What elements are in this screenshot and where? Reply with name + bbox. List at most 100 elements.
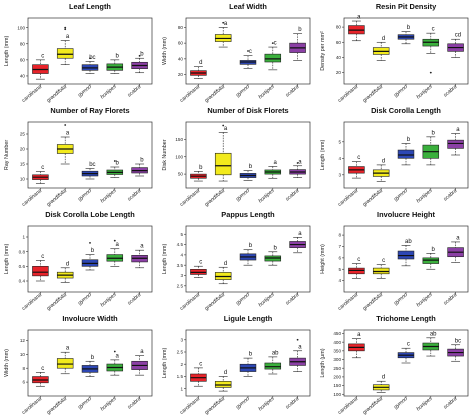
significance-letter: a — [116, 353, 120, 359]
y-tick-label: 60 — [178, 41, 184, 46]
y-axis-label: Length (mm) — [4, 244, 10, 275]
significance-letter: d — [224, 370, 227, 376]
chart-panel: Pappus Length 2.5 3 3.5 4 4.5 5 Length (mm) c car… — [162, 210, 311, 312]
category-label: hortipes — [416, 188, 434, 205]
outlier-point — [271, 42, 274, 45]
y-axis-label: Height (mm) — [320, 244, 326, 274]
significance-letter: b — [91, 355, 95, 361]
y-axis-label: Width (mm) — [4, 349, 10, 377]
y-tick-label: 5 — [338, 139, 341, 144]
outlier-point — [222, 21, 225, 24]
chart-panel: Ligule Length 1 1.5 2 2.5 3 Length (mm) c caroli… — [162, 314, 311, 416]
category-label: carolinana — [337, 188, 359, 208]
y-tick-label: 100 — [17, 25, 25, 30]
box-grandifolia — [214, 152, 232, 176]
y-tick-label: 2.5 — [177, 350, 184, 355]
chart-panel: Leaf Length 40 60 80 100 Length (mm) c carolina… — [4, 2, 153, 104]
significance-letter: a — [116, 242, 120, 248]
category-label: grandifolia — [46, 396, 68, 416]
category-label: hortipes — [100, 396, 118, 413]
y-tick-label: 60 — [20, 57, 26, 62]
y-tick-label: 40 — [20, 74, 26, 79]
significance-letter: b — [116, 161, 120, 167]
y-tick-label: 8 — [22, 366, 25, 371]
y-axis-label: Length (mm) — [320, 140, 326, 171]
y-tick-label: 12 — [20, 338, 26, 343]
significance-letter: a — [456, 235, 460, 241]
y-tick-label: 3 — [180, 337, 183, 342]
outlier-point — [64, 124, 67, 126]
category-label: grandifolia — [204, 396, 226, 416]
y-tick-label: 0.8 — [19, 249, 26, 254]
y-tick-label: 5 — [180, 232, 183, 237]
y-tick-label: 100 — [175, 154, 183, 159]
category-label: scabra — [443, 188, 459, 203]
significance-letter: d — [382, 375, 385, 381]
significance-letter: d — [382, 158, 385, 164]
outlier-point — [113, 350, 116, 353]
significance-letter: c — [382, 258, 385, 264]
significance-letter: b — [407, 25, 411, 31]
category-label: scabra — [443, 396, 459, 411]
chart-panel: Resin Pit Density 20 40 60 80 Density per mm²… — [320, 2, 469, 104]
chart-panel: Disk Corolla Lobe Length 0.4 0.6 0.8 1 Length… — [4, 210, 153, 312]
outlier-point — [296, 162, 299, 164]
y-tick-label: 300 — [333, 357, 341, 362]
category-label: hortipes — [258, 84, 276, 101]
y-tick-label: 4 — [180, 252, 183, 257]
category-label: scabra — [127, 84, 143, 99]
significance-letter: c — [41, 53, 44, 59]
y-tick-label: 1 — [22, 235, 25, 240]
significance-letter: ab — [405, 239, 412, 245]
significance-letter: b — [274, 245, 278, 251]
y-tick-label: 40 — [178, 56, 184, 61]
significance-letter: c — [432, 27, 435, 33]
category-label: gymno — [235, 292, 251, 307]
y-tick-label: 20 — [178, 72, 184, 77]
y-tick-label: 15 — [20, 162, 26, 167]
significance-letter: cd — [455, 33, 461, 39]
category-label: carolinana — [179, 396, 201, 416]
category-label: carolinana — [179, 188, 201, 208]
significance-letter: c — [357, 257, 360, 263]
y-tick-label: 100 — [333, 392, 341, 397]
panel-title: Leaf Width — [229, 2, 267, 11]
outlier-point — [113, 239, 116, 242]
significance-letter: b — [116, 53, 120, 59]
outlier-point — [64, 28, 67, 31]
category-label: gymno — [77, 84, 93, 99]
category-label: carolinana — [21, 188, 43, 208]
category-label: grandifolia — [362, 84, 384, 104]
category-label: hortipes — [416, 84, 434, 101]
y-tick-label: 80 — [336, 25, 342, 30]
panel-title: Disk Corolla Lobe Length — [45, 210, 135, 219]
significance-letter: ab — [430, 331, 437, 337]
box-grandifolia — [56, 358, 74, 369]
y-tick-label: 1.5 — [177, 374, 184, 379]
outlier-point — [429, 71, 432, 74]
significance-letter: c — [41, 366, 44, 372]
significance-letter: c — [274, 41, 277, 47]
chart-panel: Involucre Height 4 5 6 7 8 Height (mm) c carolin… — [320, 210, 469, 312]
y-tick-label: 3 — [338, 172, 341, 177]
chart-panel: Trichome Length 100 150 200 250 300 350 400 450 L… — [320, 314, 469, 416]
category-label: scabra — [127, 396, 143, 411]
y-tick-label: 20 — [336, 70, 342, 75]
y-tick-label: 3.5 — [177, 263, 184, 268]
y-tick-label: 5 — [338, 267, 341, 272]
y-tick-label: 6 — [338, 255, 341, 260]
significance-letter: c — [407, 342, 410, 348]
box-grandifolia — [214, 381, 232, 388]
significance-letter: b — [91, 248, 95, 254]
outlier-point — [89, 241, 91, 244]
significance-letter: b — [140, 158, 144, 164]
significance-letter: a — [66, 131, 70, 137]
category-label: gymno — [235, 188, 251, 203]
panel-title: Involucre Height — [377, 210, 435, 219]
significance-letter: b — [249, 164, 253, 170]
significance-letter: a — [357, 15, 361, 21]
category-label: gymno — [393, 188, 409, 203]
y-tick-label: 10 — [20, 177, 26, 182]
outlier-point — [89, 57, 91, 60]
